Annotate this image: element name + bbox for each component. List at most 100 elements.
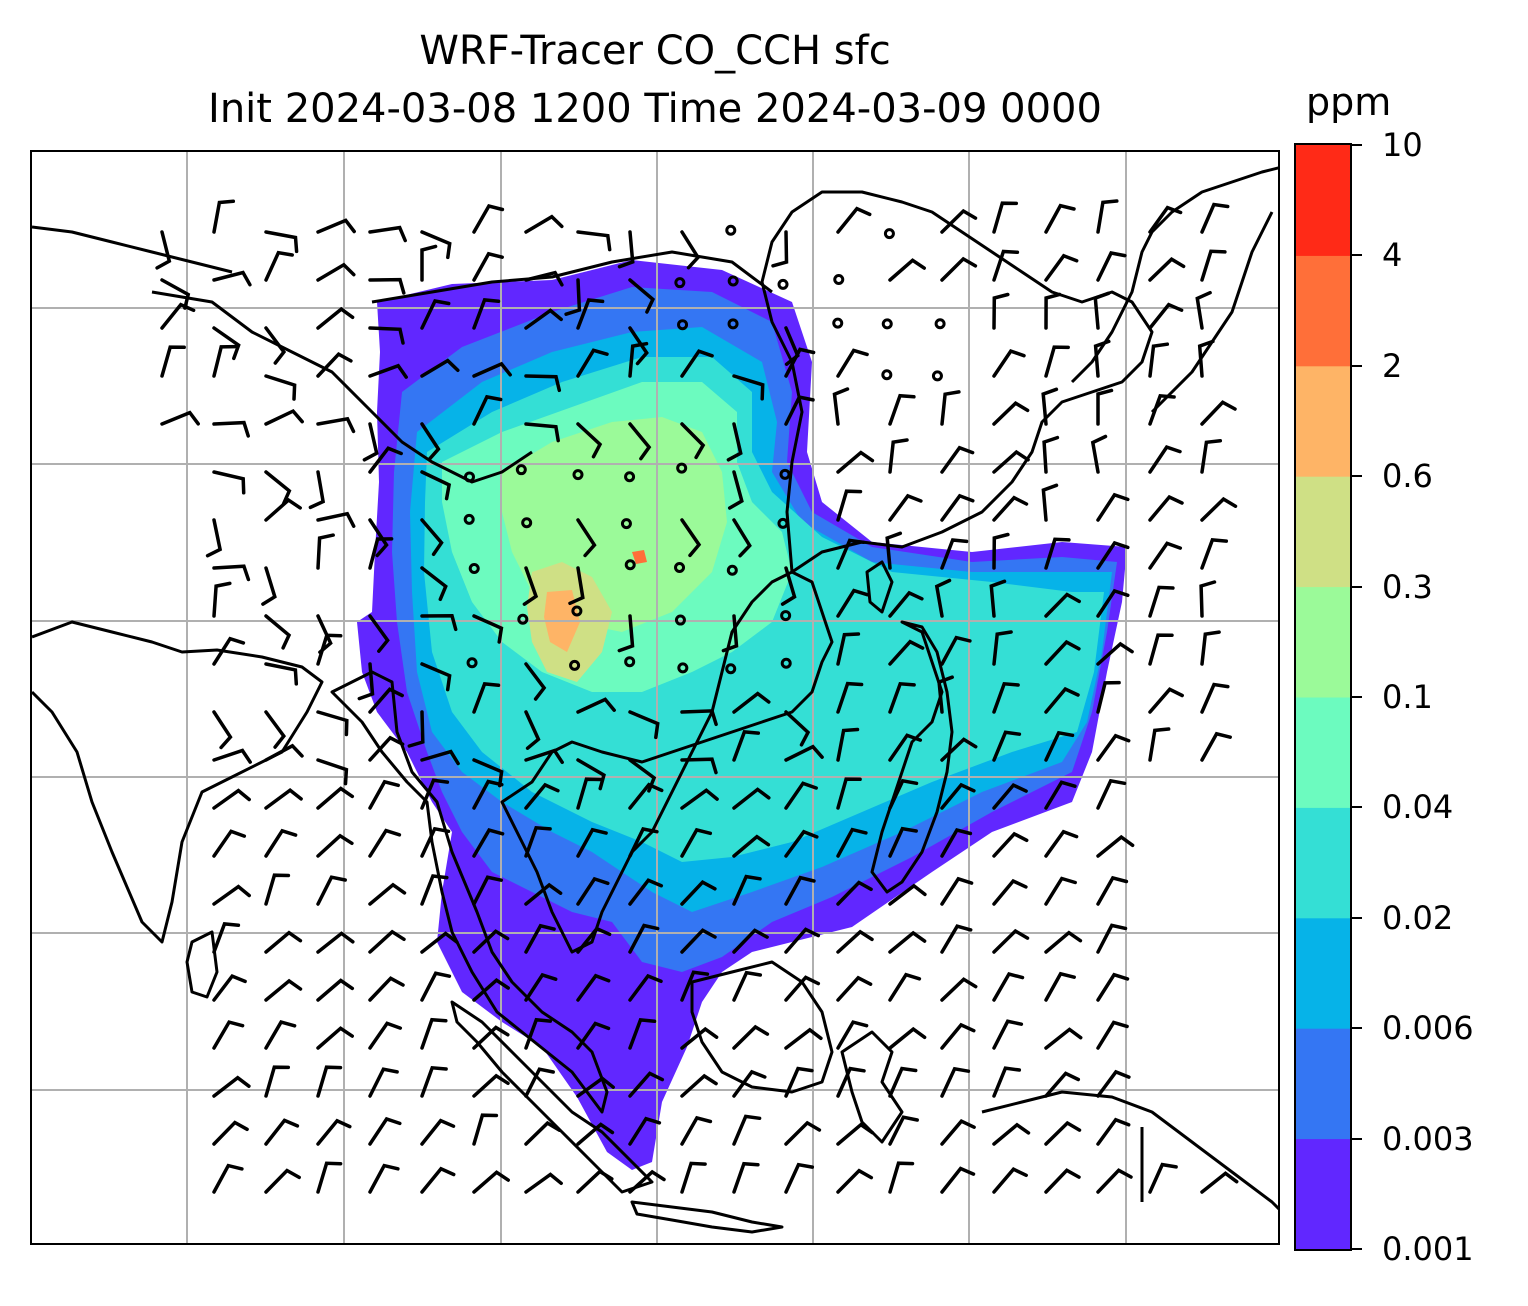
wind-barb [1148, 342, 1170, 378]
wind-barb [1096, 778, 1127, 810]
wind-barb [212, 326, 241, 361]
wind-barb [940, 1119, 976, 1146]
colorbar-tick-label: 10 [1382, 126, 1423, 164]
colorbar-tick-label: 0.02 [1382, 898, 1454, 937]
gridlines [32, 152, 1278, 1243]
calm-circle [780, 610, 792, 622]
wind-barb [1200, 496, 1238, 522]
wind-barb [524, 422, 560, 443]
wind-barb [1148, 1162, 1178, 1194]
colorbar-band [1296, 145, 1350, 256]
wind-barb [680, 788, 719, 810]
colorbar-tick-mark [1352, 1248, 1362, 1250]
wind-barb [1096, 588, 1130, 618]
wind-barb [680, 1115, 713, 1146]
wind-barb [264, 497, 302, 522]
wind-barb [524, 270, 564, 287]
wind-barb [771, 230, 789, 268]
wind-barb [680, 709, 718, 727]
wind-barb [420, 931, 459, 954]
wind-barb [264, 1020, 297, 1050]
wind-barb [1096, 199, 1119, 234]
wind-barb [940, 493, 975, 522]
colorbar-tick-label: 0.1 [1382, 678, 1433, 716]
wind-barb [1148, 257, 1186, 282]
wind-barb [524, 374, 562, 393]
wind-barb [836, 450, 875, 474]
wind-barb [420, 244, 438, 282]
wind-barb [680, 1026, 719, 1050]
wind-barb [576, 230, 612, 252]
wind-barb [316, 758, 349, 786]
wind-barb [836, 880, 873, 906]
wind-barb [420, 230, 452, 260]
wind-barb [732, 518, 752, 558]
wind-barb [888, 590, 924, 618]
wind-barb [568, 566, 585, 606]
calm-circle [777, 278, 789, 290]
wind-barb [212, 270, 252, 287]
wind-barb [1096, 834, 1135, 858]
wind-barb [1042, 435, 1060, 474]
wind-barb [368, 1116, 402, 1146]
wind-barb [472, 682, 501, 714]
calm-circle [780, 657, 792, 669]
wind-barb [888, 1026, 927, 1050]
wind-barb [212, 1020, 245, 1050]
wind-barb [1199, 580, 1217, 618]
wind-barb [680, 1073, 718, 1098]
wind-barb [888, 778, 919, 810]
wind-barb [1096, 923, 1128, 954]
colorbar-tick-mark [1352, 1137, 1362, 1140]
wind-barb [212, 788, 251, 810]
calm-circle [624, 471, 636, 483]
wind-barb [1044, 780, 1077, 810]
wind-barb [992, 831, 1029, 858]
wind-barb [576, 1076, 615, 1098]
wind-barb [1096, 540, 1130, 570]
wind-barb [264, 710, 287, 749]
wind-barb [1044, 1027, 1083, 1050]
wind-barb [1200, 538, 1229, 570]
wind-barb [1200, 731, 1232, 762]
wind-barb [940, 445, 975, 474]
wind-barb [732, 374, 765, 401]
wind-barb [316, 511, 356, 528]
calm-circle [521, 517, 533, 529]
wind-barb [420, 1017, 448, 1050]
coast-borneo [690, 960, 834, 1094]
colorbar-band [1296, 1138, 1350, 1250]
wind-barb [885, 531, 903, 570]
wind-barb [160, 302, 196, 330]
wind-barb [472, 977, 510, 1002]
wind-barb [940, 977, 978, 1002]
wind-barb [1044, 292, 1062, 330]
wind-barb [368, 277, 406, 295]
colorbar-tick-label: 0.3 [1382, 567, 1433, 606]
wind-barb [368, 518, 389, 558]
wind-barb [264, 408, 304, 426]
wind-barb [420, 971, 452, 1002]
calm-circle [624, 559, 636, 571]
wind-barb [1044, 639, 1081, 666]
wind-barb [160, 410, 200, 426]
wind-barb [888, 493, 923, 522]
wind-barb [680, 928, 717, 954]
wind-barb [628, 326, 649, 366]
colorbar-tick-mark [1352, 144, 1362, 146]
wind-barb [264, 250, 294, 282]
wind-barb [628, 341, 649, 378]
wind-barb [212, 199, 236, 234]
wind-barb [472, 828, 505, 858]
wind-barb [524, 214, 564, 234]
wind-barb [212, 829, 247, 858]
wind-barb [212, 1075, 251, 1098]
wind-barb [836, 489, 863, 522]
wind-barb [368, 326, 405, 345]
wind-barb [940, 737, 978, 762]
wind-barb [576, 518, 597, 558]
wind-barb [888, 681, 916, 714]
calm-circle [515, 464, 527, 476]
wind-barb [992, 681, 1020, 714]
wind-barb [524, 748, 564, 765]
